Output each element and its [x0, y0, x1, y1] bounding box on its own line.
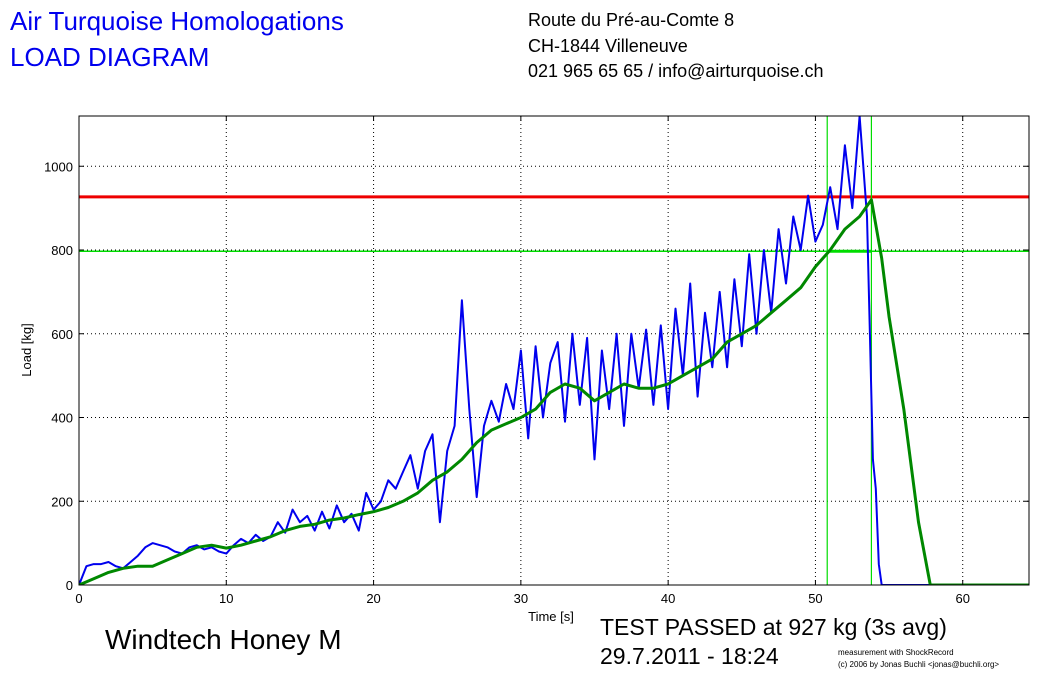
x-tick-label: 10 — [219, 591, 233, 606]
company-title: Air Turquoise Homologations — [10, 6, 344, 36]
y-tick-label: 0 — [66, 578, 73, 593]
document-title: LOAD DIAGRAM — [10, 42, 210, 72]
y-tick-label: 400 — [51, 411, 73, 426]
copyright-line: (c) 2006 by Jonas Buchli <jonas@buchli.o… — [838, 660, 1000, 669]
y-tick-label: 1000 — [44, 159, 73, 174]
x-axis-label: Time [s] — [528, 609, 574, 624]
contact-info: 021 965 65 65 / info@airturquoise.ch — [528, 61, 824, 81]
y-axis-label: Load [kg] — [19, 323, 34, 377]
x-tick-label: 30 — [514, 591, 528, 606]
x-tick-label: 40 — [661, 591, 675, 606]
glider-name: Windtech Honey M — [105, 624, 342, 655]
test-result: TEST PASSED at 927 kg (3s avg) — [600, 614, 947, 640]
y-tick-label: 800 — [51, 243, 73, 258]
raw-load-series — [79, 116, 1029, 585]
average-load-series — [79, 198, 1029, 585]
x-tick-label: 20 — [366, 591, 380, 606]
y-tick-label: 200 — [51, 494, 73, 509]
credit-line: measurement with ShockRecord — [838, 648, 954, 657]
plot-frame — [78, 115, 1030, 586]
x-tick-label: 60 — [955, 591, 969, 606]
test-datetime: 29.7.2011 - 18:24 — [600, 643, 779, 669]
address-city: CH-1844 Villeneuve — [528, 36, 688, 56]
address-street: Route du Pré-au-Comte 8 — [528, 10, 735, 30]
reference-lines — [79, 116, 1029, 585]
x-tick-label: 50 — [808, 591, 822, 606]
data-series — [79, 116, 1029, 585]
x-tick-label: 0 — [75, 591, 82, 606]
y-tick-label: 600 — [51, 327, 73, 342]
